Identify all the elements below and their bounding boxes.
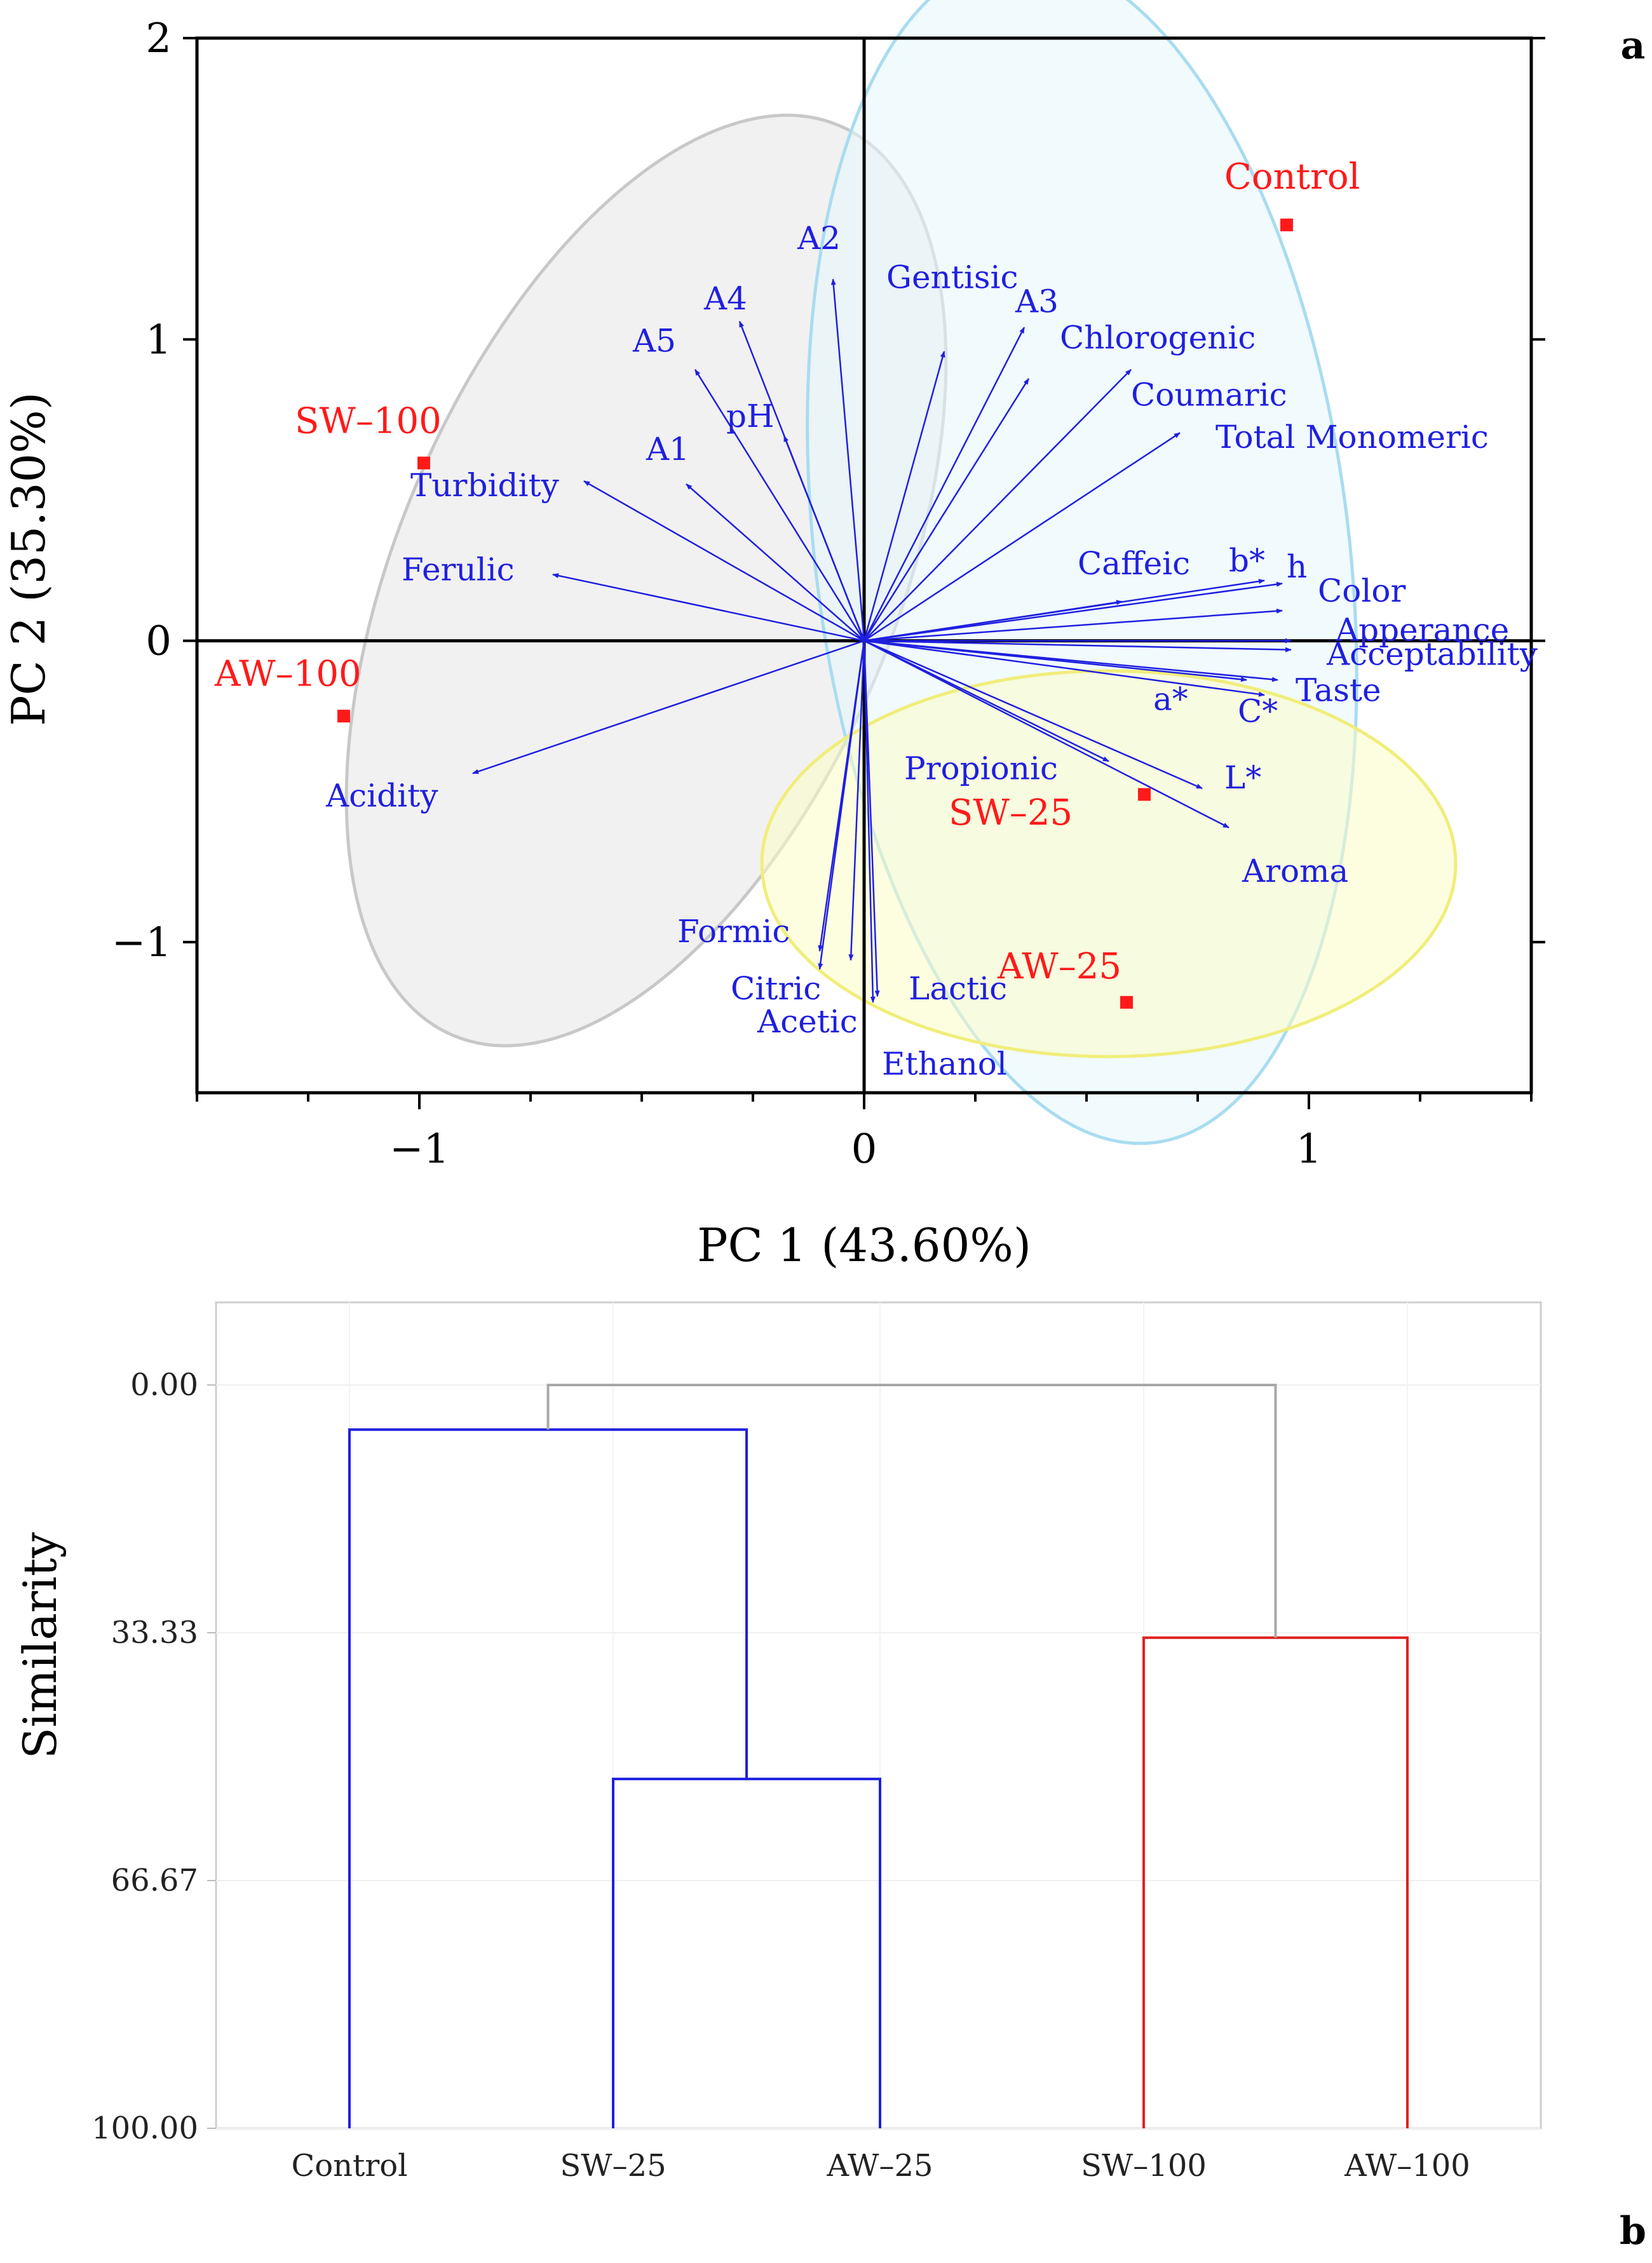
loading-arrow-l xyxy=(863,640,1203,790)
variable-label-ethanol: Ethanol xyxy=(882,1046,1007,1083)
sample-label-aw-100: AW–100 xyxy=(214,654,362,695)
loading-arrow-acetic xyxy=(848,640,865,961)
variable-label-b: b* xyxy=(1229,542,1265,579)
variable-labels: A2 A4 A5 pH A1 Turbidity Ferulic Acidity Gentisi… xyxy=(325,220,1538,1083)
loading-arrow-color xyxy=(863,608,1283,642)
y-tick-label: 1 xyxy=(146,316,172,363)
loading-arrow-coumaric xyxy=(863,368,1132,642)
sample-point-sw-25 xyxy=(1138,788,1151,801)
variable-label-caffeic: Caffeic xyxy=(1078,545,1190,582)
variable-loadings xyxy=(472,278,1292,1003)
variable-label-h: h xyxy=(1287,548,1307,585)
variable-label-acetic: Acetic xyxy=(757,1003,858,1040)
loading-arrow-acidity xyxy=(472,640,865,774)
pca-y-axis-label: PC 2 (35.30%) xyxy=(2,392,55,726)
sample-points xyxy=(337,219,1293,1009)
sample-labels: Control SW–100 AW–100 SW–25 AW–25 xyxy=(214,156,1360,987)
dendrogram-y-tick-label: 0.00 xyxy=(130,1367,198,1403)
pca-tick-labels: −1 0 1 −1 0 1 2 xyxy=(112,15,1322,1173)
dendrogram-y-axis-label: Similarity xyxy=(13,1532,67,1759)
variable-label-a3: A3 xyxy=(1015,283,1059,320)
loading-arrow-gentisic xyxy=(863,351,945,641)
pca-x-axis-label: PC 1 (43.60%) xyxy=(697,1219,1031,1272)
loading-arrow-a1 xyxy=(686,483,865,642)
y-tick-label: 0 xyxy=(146,618,172,665)
variable-label-coumaric: Coumaric xyxy=(1131,377,1287,414)
variable-label-a2: A2 xyxy=(797,220,841,257)
variable-label-a4: A4 xyxy=(703,280,747,317)
variable-label-propionic: Propionic xyxy=(904,750,1058,787)
loading-arrow-ph xyxy=(783,435,865,642)
variable-label-apperance: Apperance xyxy=(1335,612,1509,649)
dendrogram-leaf-label-sw-100: SW–100 xyxy=(1081,2148,1207,2184)
dendrogram-leaf-label-aw-100: AW–100 xyxy=(1344,2148,1470,2184)
sample-label-sw-25: SW–25 xyxy=(949,792,1073,834)
sample-label-sw-100: SW–100 xyxy=(295,400,442,442)
variable-label-l: L* xyxy=(1224,759,1261,796)
variable-label-c: C* xyxy=(1238,693,1278,730)
sample-point-control xyxy=(1280,219,1293,232)
x-tick-label: 0 xyxy=(851,1126,877,1173)
loading-arrow-ferulic xyxy=(552,573,865,642)
variable-label-taste: Taste xyxy=(1296,672,1381,708)
loading-arrow-chlorogenic xyxy=(863,378,1030,642)
variable-label-total-monomeric: Total Monomeric xyxy=(1215,419,1489,456)
loading-arrow-total-monomeric xyxy=(863,432,1181,642)
sample-point-aw-25 xyxy=(1120,996,1133,1009)
variable-label-gentisic: Gentisic xyxy=(886,259,1018,296)
dendrogram: 0.00 33.33 66.67 100.00 Control SW–25 AW–25 SW–… xyxy=(13,1301,1646,2253)
variable-label-ph: pH xyxy=(726,398,775,435)
variable-label-turbidity: Turbidity xyxy=(410,467,560,504)
loading-arrow-a3 xyxy=(863,327,1026,642)
y-tick-label: 2 xyxy=(146,15,172,62)
variable-label-formic: Formic xyxy=(677,913,790,950)
dendrogram-links xyxy=(348,1384,1409,2128)
dendrogram-frame xyxy=(215,1301,1542,2130)
x-tick-label: 1 xyxy=(1296,1126,1322,1173)
dendrogram-leaf-label-sw-25: SW–25 xyxy=(560,2148,666,2184)
sample-label-aw-25: AW–25 xyxy=(997,946,1121,987)
loading-arrow-h xyxy=(863,581,1283,642)
variable-label-a5: A5 xyxy=(632,322,676,359)
pca-biplot: A2 A4 A5 pH A1 Turbidity Ferulic Acidity Gentisi… xyxy=(2,0,1645,1272)
loading-arrow-aroma xyxy=(863,640,1229,828)
sample-point-aw-100 xyxy=(337,710,350,723)
variable-label-citric: Citric xyxy=(731,970,821,1007)
dendrogram-y-tick-label: 66.67 xyxy=(111,1863,198,1898)
dendrogram-link-3 xyxy=(546,1384,1277,1638)
loading-arrow-acceptability xyxy=(863,640,1292,652)
variable-label-acceptability: Acceptability xyxy=(1326,636,1538,673)
variable-label-aroma: Aroma xyxy=(1242,853,1348,889)
panel-label-b: b xyxy=(1620,2209,1646,2253)
ellipse-yellow xyxy=(760,669,1458,1058)
variable-label-a1: A1 xyxy=(646,431,689,468)
variable-label-ferulic: Ferulic xyxy=(402,551,515,588)
loading-arrow-a2 xyxy=(830,278,865,641)
dendrogram-leaf-label-control: Control xyxy=(291,2148,407,2184)
loading-arrow-b xyxy=(863,579,1265,642)
sample-point-sw-100 xyxy=(417,456,430,469)
variable-label-chlorogenic: Chlorogenic xyxy=(1060,320,1256,356)
dendrogram-y-tick-label: 33.33 xyxy=(111,1615,198,1651)
loading-arrow-turbidity xyxy=(583,480,865,642)
loading-arrow-a xyxy=(863,640,1247,682)
group-ellipses xyxy=(344,0,1458,1145)
sample-label-control: Control xyxy=(1224,156,1360,198)
variable-label-lactic: Lactic xyxy=(909,970,1007,1007)
panel-label-a: a xyxy=(1621,24,1646,68)
x-tick-label: −1 xyxy=(389,1126,449,1173)
variable-label-a: a* xyxy=(1153,681,1188,718)
y-tick-label: −1 xyxy=(112,919,172,966)
dendrogram-leaf-label-aw-25: AW–25 xyxy=(826,2148,933,2184)
variable-label-color: Color xyxy=(1318,572,1405,609)
loading-arrow-ethanol xyxy=(863,640,876,1003)
variable-label-acidity: Acidity xyxy=(325,777,438,814)
loading-arrow-a5 xyxy=(694,368,865,642)
dendrogram-y-tick-label: 100.00 xyxy=(91,2111,198,2146)
dendrogram-tick-labels: 0.00 33.33 66.67 100.00 Control SW–25 AW–25 SW–… xyxy=(91,1367,1470,2184)
loading-arrow-c xyxy=(863,640,1265,697)
loading-arrow-citric xyxy=(818,640,865,970)
